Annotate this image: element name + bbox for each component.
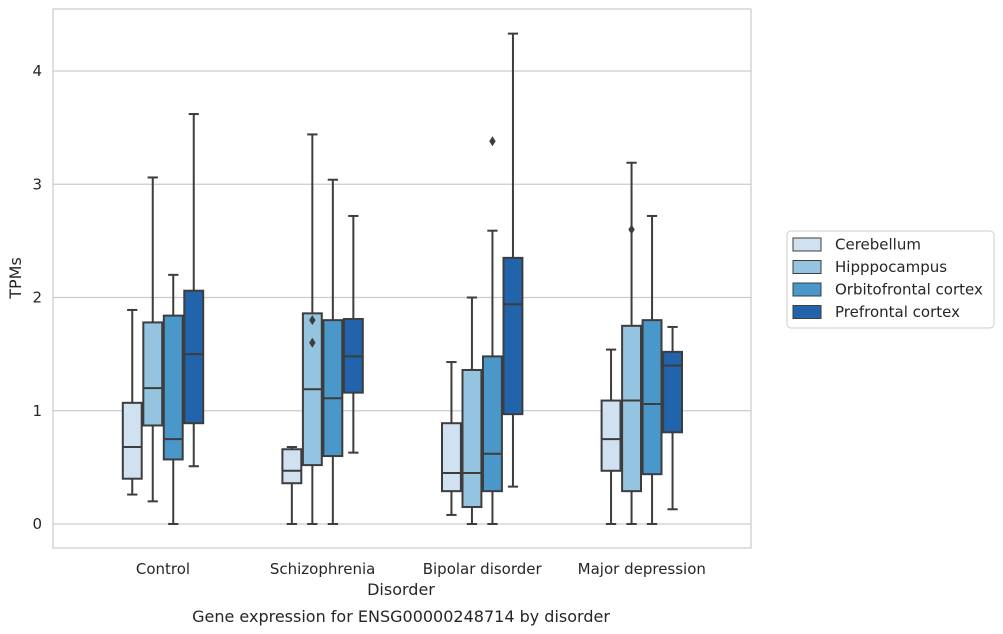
box-group [600,348,622,525]
legend-label: Prefrontal cortex [835,303,960,321]
box [162,314,184,461]
y-tick-labels: 0 1 2 3 4 [32,62,42,533]
legend-frame [786,230,995,329]
outlier-point [489,136,496,147]
box [322,319,344,458]
box-group [461,296,483,525]
x-tick-label: Schizophrenia [270,560,375,578]
x-tick-label: Major depression [578,560,706,578]
y-axis-title: TPMs [6,257,25,300]
box [600,399,622,472]
box-group [142,176,164,503]
plot-frame [52,8,752,549]
legend-swatch [792,305,822,319]
box-group [482,136,503,525]
box [142,321,164,427]
box-group [281,445,303,525]
legend: Cerebellum Hipppocampus Orbitofrontal cort… [786,230,995,329]
box [621,324,642,493]
outlier-point [309,337,316,348]
legend-label: Orbitofrontal cortex [835,281,983,299]
box-group [641,214,663,525]
box-group [662,325,683,511]
y-tick-label: 3 [32,175,42,193]
box [641,319,663,476]
box [502,256,524,416]
box-group [121,308,143,496]
box-group [621,161,642,525]
y-tick-label: 0 [32,515,42,533]
y-tick-label: 1 [32,402,42,420]
outlier-point [628,224,635,235]
x-tick-label: Bipolar disorder [423,560,543,578]
box-group [301,133,323,525]
outlier-point [309,315,316,326]
box [121,401,143,480]
figure-caption: Gene expression for ENSG00000248714 by d… [192,607,610,626]
x-tick-label: Control [136,560,190,578]
box-group [342,214,364,454]
legend-label: Cerebellum [835,236,921,254]
box [281,448,303,485]
legend-label: Hipppocampus [835,258,947,276]
box-group [502,32,524,488]
box [662,350,683,434]
y-tick-label: 2 [32,289,42,307]
box-group [183,113,205,468]
x-tick-labels: Control Schizophrenia Bipolar disorder Majo… [136,560,706,578]
box [461,368,483,509]
box [183,289,205,425]
box [482,355,503,493]
box-group [162,273,184,525]
box-group [322,178,344,525]
legend-swatch [792,260,822,274]
x-axis-title: Disorder [367,580,435,599]
legend-swatch [792,282,822,297]
box-group [441,361,462,516]
box [441,422,462,493]
y-tick-label: 4 [32,62,42,80]
box-series [121,32,683,525]
legend-swatch [792,237,822,252]
